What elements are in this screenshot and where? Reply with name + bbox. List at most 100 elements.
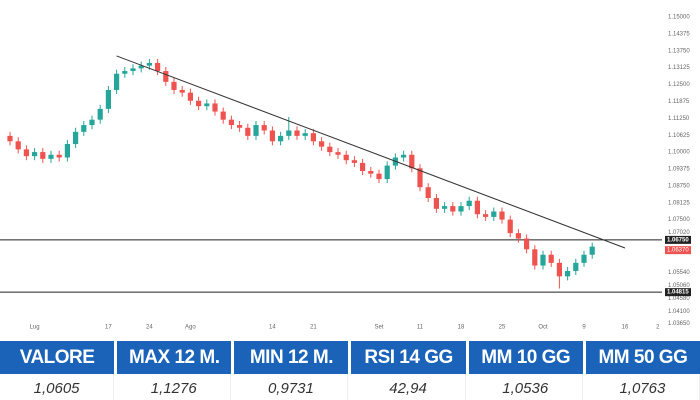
candle-body <box>155 62 161 72</box>
header-cell: MM 10 GG <box>468 341 583 374</box>
candle-body <box>565 270 571 277</box>
y-tick-label: 1.11875 <box>668 99 690 105</box>
y-tick-label: 1.10000 <box>668 150 690 156</box>
value-cell: 0,9731 <box>234 374 349 400</box>
value-cell: 42,94 <box>351 374 466 400</box>
x-tick-label: 18 <box>458 325 465 331</box>
header-cell: VALORE <box>0 341 115 374</box>
candle-body <box>294 130 300 136</box>
candle-body <box>220 111 226 120</box>
value-cell: 1,0763 <box>586 374 700 400</box>
candle-body <box>48 154 54 159</box>
x-tick-label: 25 <box>499 325 506 331</box>
stats-table: VALORE MAX 12 M. MIN 12 M. RSI 14 GG MM 10 G… <box>0 341 700 400</box>
y-tick-label: 1.11250 <box>668 116 690 122</box>
candle-body <box>401 154 407 158</box>
value-cell: 1,1276 <box>117 374 232 400</box>
x-tick-label: Ago <box>185 325 196 331</box>
y-tick-label: 1.10625 <box>668 133 690 139</box>
value-cell: 1,0536 <box>469 374 583 400</box>
level-tag <box>665 235 691 244</box>
candle-body <box>212 103 218 112</box>
chart: 1.15000 1.14375 1.13750 1.13125 1.12500 1.118… <box>0 15 691 331</box>
candle-body <box>81 125 87 132</box>
x-tick-label: 14 <box>269 325 276 331</box>
candle-body <box>319 141 325 147</box>
y-tick-label: 1.04580 <box>668 296 690 302</box>
candle-body <box>515 233 521 239</box>
candle-body <box>15 141 21 150</box>
value-cell: 1,0605 <box>0 374 115 400</box>
candle-body <box>56 154 62 158</box>
x-tick-label: 11 <box>417 325 424 331</box>
candle-body <box>532 249 538 266</box>
candle-body <box>245 127 251 136</box>
candle-body <box>187 92 193 101</box>
trendline <box>116 55 626 249</box>
x-tick-label: Set <box>374 325 383 331</box>
candle-body <box>384 165 390 180</box>
x-tick-label: Oct <box>538 325 548 331</box>
x-tick-label: 2 <box>656 325 660 331</box>
candle-body <box>89 119 95 126</box>
candle-body <box>171 81 177 90</box>
candle-body <box>97 108 103 120</box>
y-tick-label: 1.07500 <box>668 217 690 223</box>
y-tick-label: 1.08750 <box>668 183 690 189</box>
candle-body <box>196 100 202 107</box>
x-tick-label: 16 <box>622 325 629 331</box>
y-tick-label: 1.13750 <box>668 48 690 54</box>
candle-body <box>433 198 439 209</box>
candle-body <box>327 146 333 153</box>
candle-body <box>64 143 70 158</box>
candle-body <box>524 238 530 250</box>
candle-body <box>146 62 152 66</box>
candle-body <box>179 89 185 93</box>
y-tick-label: 1.07020 <box>668 230 690 236</box>
candle-body <box>335 152 341 155</box>
candle-body <box>491 211 497 217</box>
candle-body <box>376 173 382 180</box>
candle-body <box>40 152 46 159</box>
candle-body <box>105 89 111 109</box>
candle-body <box>556 262 562 277</box>
candle-body <box>269 130 275 142</box>
price-tag <box>665 246 691 255</box>
level-label: 1.06750 <box>667 237 689 243</box>
y-tick-label: 1.14375 <box>668 31 690 37</box>
header-cell: MAX 12 M. <box>117 341 232 374</box>
candle-body <box>302 133 308 136</box>
candle-body <box>7 135 13 142</box>
y-tick-label: 1.05060 <box>668 283 690 289</box>
y-tick-label: 1.04100 <box>668 309 690 315</box>
candle-body <box>360 162 366 171</box>
candle-body <box>114 73 120 90</box>
candle-body <box>483 214 489 217</box>
candle-body <box>589 246 595 255</box>
candle-body <box>548 254 554 263</box>
candle-body <box>32 152 38 157</box>
candle-body <box>23 149 29 157</box>
x-tick-label: 9 <box>582 325 586 331</box>
candle-body <box>417 168 423 188</box>
y-tick-label: 1.15000 <box>668 15 690 21</box>
candle-body <box>450 206 456 212</box>
y-tick-label: 1.13125 <box>668 65 690 71</box>
candle-body <box>466 200 472 207</box>
candle-body <box>507 219 513 234</box>
candle-body <box>261 125 267 131</box>
y-tick-label: 1.05540 <box>668 270 690 276</box>
x-tick-label: 17 <box>105 325 112 331</box>
candle-body <box>253 125 259 136</box>
candle-body <box>122 71 128 74</box>
candle-body <box>573 262 579 271</box>
y-tick-label: 1.09375 <box>668 167 690 173</box>
level-label: 1.04815 <box>667 290 689 296</box>
candle-body <box>499 211 505 220</box>
price-tag-label: 1.06370 <box>667 248 689 254</box>
candle-body <box>351 160 357 163</box>
x-tick-label: Lug <box>30 325 40 331</box>
candle-body <box>138 65 144 69</box>
candle-body <box>278 135 284 142</box>
